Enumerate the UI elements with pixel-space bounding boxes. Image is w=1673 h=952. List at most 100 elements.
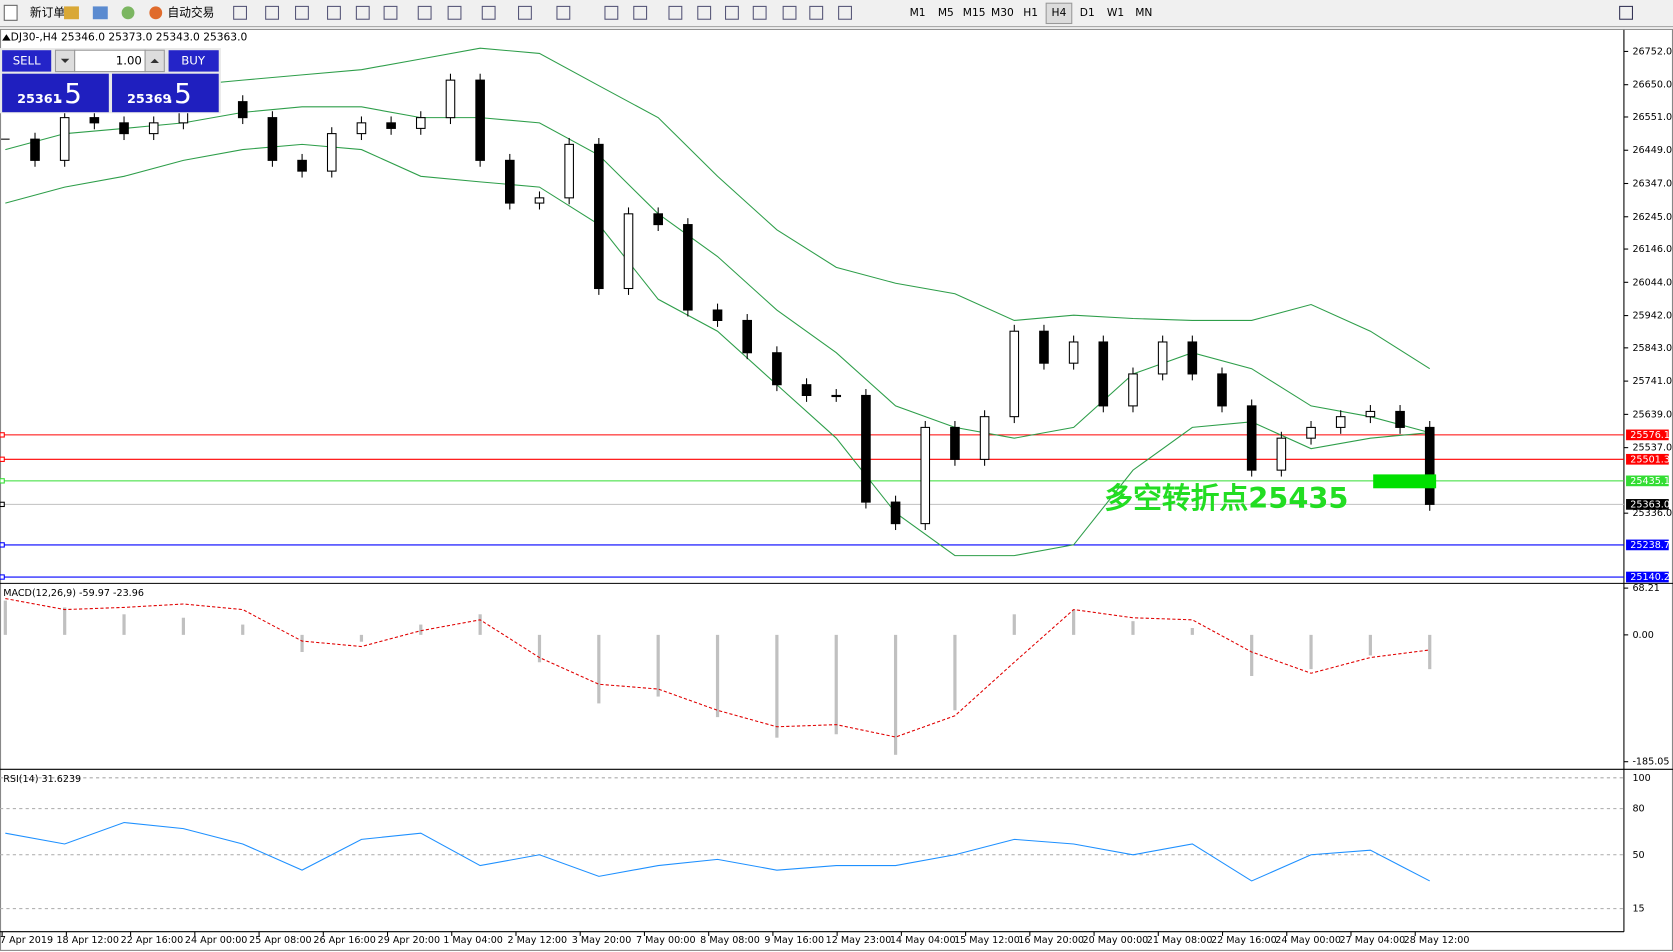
arrow: [60, 58, 70, 64]
candle-body: [326, 133, 337, 172]
toolbar: [0, 0, 1673, 27]
toolbar-icon[interactable]: [481, 5, 496, 20]
macd-bar: [715, 634, 720, 718]
time-label: 14 May 04:00: [890, 935, 956, 946]
time-label: 12 May 23:00: [826, 935, 892, 946]
timeframe-button[interactable]: H1: [1023, 6, 1038, 19]
candle-body: [1098, 341, 1109, 407]
sell-price: 25361: [17, 92, 62, 107]
toolbar-icon[interactable]: [383, 5, 398, 20]
candle-body: [979, 416, 990, 460]
macd-tick-label: -185.05: [1632, 757, 1669, 768]
candle-body: [861, 394, 871, 503]
candle-body: [148, 122, 159, 135]
time-label: 26 Apr 16:00: [313, 935, 376, 946]
arrow: [150, 58, 159, 64]
time-label: 20 May 00:00: [1083, 935, 1149, 946]
toolbar-icon[interactable]: [121, 6, 135, 20]
toolbar-icon[interactable]: [327, 5, 341, 20]
time-label: 22 May 16:00: [1211, 935, 1277, 946]
rsi-pane: [0, 777, 1624, 910]
toolbar-icon[interactable]: [556, 5, 571, 20]
candle-body: [237, 101, 248, 119]
auto-trading-icon[interactable]: [149, 6, 163, 20]
toolbar-icon[interactable]: [417, 5, 432, 20]
price-level-label: 25501.3: [1630, 454, 1670, 465]
toolbar-icon[interactable]: [782, 5, 797, 20]
candle-body: [742, 319, 753, 354]
time-label: 17 Apr 2019: [0, 935, 53, 946]
new-order-icon[interactable]: [3, 4, 18, 21]
price-level-handle: [0, 456, 5, 462]
price-level-handle: [0, 432, 5, 438]
toolbar-icon[interactable]: [447, 5, 462, 20]
buy-button[interactable]: [168, 50, 219, 72]
time-label: 7 May 00:00: [636, 935, 696, 946]
price-level-handle: [0, 542, 5, 548]
candle-body: [1246, 405, 1257, 471]
time-label: 24 May 00:00: [1275, 935, 1341, 946]
toolbar-icon[interactable]: [697, 5, 712, 20]
timeframe-button[interactable]: M15: [963, 6, 986, 19]
rsi-label: RSI(14) 31.6239: [3, 774, 81, 785]
toolbar-icon[interactable]: [668, 5, 683, 20]
header-arrow: [2, 34, 11, 41]
toolbar-icon[interactable]: [233, 5, 248, 20]
auto-trading-button[interactable]: 自动交易: [168, 5, 215, 19]
toolbar-icon[interactable]: [725, 5, 739, 20]
timeframe-button[interactable]: H4: [1052, 6, 1067, 19]
toolbar-icon[interactable]: [838, 5, 852, 20]
candle-body: [623, 213, 634, 290]
toolbar-icon[interactable]: [265, 5, 280, 20]
toolbar-icon[interactable]: [604, 5, 619, 20]
timeframe-button[interactable]: M5: [938, 6, 954, 19]
candle-body: [119, 122, 129, 135]
new-order-button[interactable]: 新订单: [30, 5, 65, 19]
candle-body: [1395, 410, 1405, 428]
timeframe-button[interactable]: W1: [1107, 6, 1124, 19]
macd-bar: [537, 634, 542, 663]
time-label: 22 Apr 16:00: [121, 935, 184, 946]
price-tick-label: 26752.0: [1632, 46, 1672, 57]
annotation: 多空转折点25435: [1104, 481, 1348, 515]
rsi-tick-label: 80: [1632, 804, 1644, 815]
time-label: 27 May 04:00: [1339, 935, 1405, 946]
candle-body: [1157, 341, 1168, 375]
toolbar-icon[interactable]: [295, 5, 309, 20]
macd-bar: [1072, 609, 1076, 635]
sell-price-box[interactable]: [2, 73, 109, 113]
price-level-label: 25238.7: [1630, 540, 1670, 551]
toolbar-icon[interactable]: [355, 5, 370, 20]
toolbar-icon[interactable]: [64, 6, 79, 20]
timeframe-button[interactable]: D1: [1080, 6, 1095, 19]
toolbar-icon[interactable]: [92, 6, 108, 20]
time-label: 9 May 16:00: [764, 935, 824, 946]
macd-tick-label: 68.21: [1632, 583, 1659, 594]
price-level-label: 25435.1: [1630, 476, 1670, 487]
macd-bar: [241, 624, 245, 635]
toolbar-icon[interactable]: [809, 5, 824, 20]
axes: 26752.0 26650.0 26551.0 26449.0 26347.0 26245…: [0, 46, 1672, 946]
price-tick-label: 26449.0: [1632, 145, 1672, 156]
sell-button[interactable]: [2, 50, 52, 72]
toolbar-icon[interactable]: [518, 5, 532, 20]
toolbar-icon[interactable]: [752, 5, 767, 20]
price-tick-label: 26347.0: [1632, 179, 1672, 190]
candle-body: [445, 79, 456, 119]
timeframe-button[interactable]: M1: [910, 6, 926, 19]
price-level-box: [1626, 499, 1669, 510]
toolbar-icon[interactable]: [633, 5, 648, 20]
candle-body: [59, 117, 70, 161]
price-tick-label: 26650.0: [1632, 80, 1672, 91]
search-icon[interactable]: [1619, 5, 1633, 20]
price-level-label: 25363.0: [1630, 499, 1670, 510]
candle-body: [1335, 416, 1346, 428]
candle-body: [1009, 330, 1020, 418]
candle-body: [594, 143, 604, 290]
candle-body: [1039, 330, 1049, 364]
buy-price-box[interactable]: [112, 73, 219, 113]
candle-body: [534, 197, 545, 204]
macd-bar: [1368, 634, 1372, 656]
timeframe-button[interactable]: M30: [991, 6, 1014, 19]
timeframe-button[interactable]: MN: [1135, 6, 1152, 19]
